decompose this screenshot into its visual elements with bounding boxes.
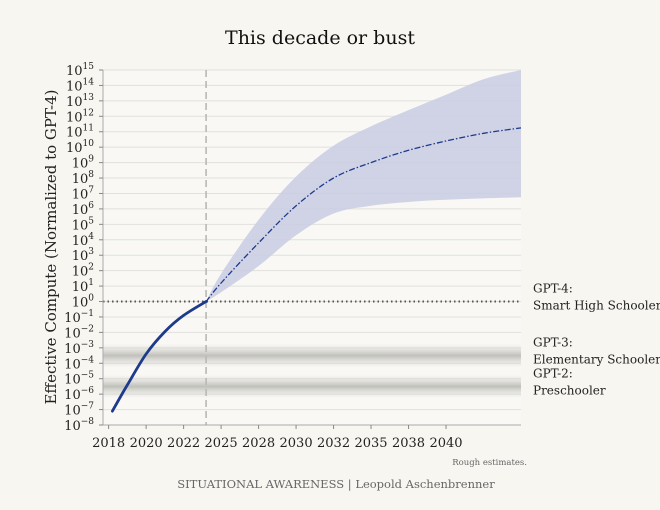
axes xyxy=(102,70,521,426)
rough-estimates-note: Rough estimates. xyxy=(452,458,527,468)
y-tick-label: 10−6 xyxy=(64,386,94,403)
y-axis-ticks: 1015101410131012101110101091081071061051… xyxy=(64,62,103,434)
x-tick-label: 2028 xyxy=(242,436,275,451)
y-tick-label: 1013 xyxy=(66,93,94,110)
series-lines xyxy=(111,127,522,413)
x-tick-label: 2032 xyxy=(317,436,350,451)
band-label-title: GPT-2: xyxy=(533,366,573,380)
capability-bands xyxy=(103,70,521,425)
x-tick-label: 2035 xyxy=(354,436,387,451)
y-tick-label: 109 xyxy=(72,155,95,172)
footer-credit: SITUATIONAL AWARENESS | Leopold Aschenbr… xyxy=(177,477,495,492)
y-tick-label: 104 xyxy=(72,232,95,249)
band-stripe xyxy=(103,343,521,368)
x-tick-label: 2040 xyxy=(429,436,462,451)
band-label-desc: Elementary Schooler xyxy=(533,353,660,367)
band-labels: GPT-4: Smart High Schooler GPT-3: Elementar… xyxy=(533,282,660,398)
x-tick-label: 2030 xyxy=(280,436,313,451)
y-tick-label: 108 xyxy=(72,170,95,187)
band-label-desc: Preschooler xyxy=(533,383,606,397)
band-label-title: GPT-4: xyxy=(533,282,573,296)
y-tick-label: 105 xyxy=(72,216,95,233)
y-tick-label: 10−2 xyxy=(64,324,94,341)
y-tick-label: 100 xyxy=(72,294,95,311)
y-tick-label: 10−4 xyxy=(64,355,94,372)
x-tick-label: 2022 xyxy=(167,436,200,451)
y-tick-label: 103 xyxy=(72,247,95,264)
y-tick-label: 10−7 xyxy=(64,402,94,419)
x-tick-label: 2025 xyxy=(205,436,238,451)
y-tick-label: 1014 xyxy=(66,77,94,94)
y-tick-label: 10−5 xyxy=(64,371,94,388)
band-label-desc: Smart High Schooler xyxy=(533,299,660,313)
x-tick-label: 2020 xyxy=(130,436,163,451)
x-axis-ticks: 2018 2020 2022 2025 2028 2030 2032 2035 2038 2040 xyxy=(92,425,463,451)
x-tick-label: 2018 xyxy=(92,436,125,451)
y-tick-label: 10−3 xyxy=(64,340,94,357)
y-tick-label: 1012 xyxy=(66,108,94,125)
projection-line xyxy=(205,127,522,302)
y-tick-label: 1015 xyxy=(66,62,94,79)
y-tick-label: 102 xyxy=(72,263,94,280)
y-tick-label: 10−1 xyxy=(64,309,94,326)
x-tick-label: 2038 xyxy=(392,436,425,451)
y-tick-label: 101 xyxy=(72,278,94,295)
y-tick-label: 1011 xyxy=(66,124,94,141)
y-axis-label: Effective Compute (Normalized to GPT-4) xyxy=(42,89,60,404)
band-stripe xyxy=(103,374,521,399)
y-tick-label: 10−8 xyxy=(64,417,94,434)
chart-title: This decade or bust xyxy=(225,27,415,49)
band-label-title: GPT-3: xyxy=(533,336,573,350)
y-tick-label: 1010 xyxy=(66,139,94,156)
uncertainty-band xyxy=(206,70,521,302)
y-tick-label: 106 xyxy=(72,201,95,218)
projection-uncertainty-area xyxy=(206,70,521,302)
historical-line xyxy=(111,300,208,413)
y-tick-label: 107 xyxy=(72,185,95,202)
